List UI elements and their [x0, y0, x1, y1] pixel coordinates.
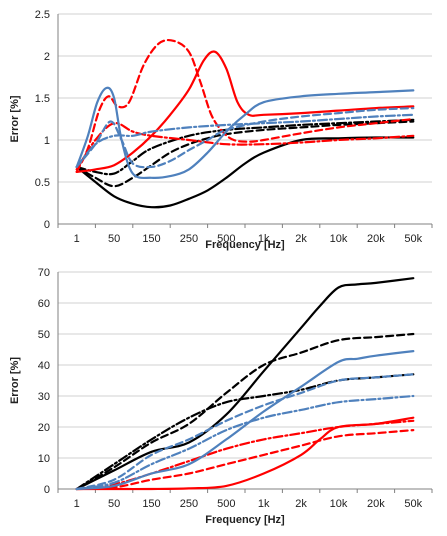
y-axis-title: Error [%]	[9, 357, 21, 404]
series-line-3	[75, 118, 415, 176]
y-tick-label: 70	[38, 268, 50, 279]
x-tick-label: 500	[217, 233, 235, 245]
x-axis-title: Frequency [Hz]	[205, 239, 285, 251]
x-tick-label: 500	[217, 498, 235, 510]
x-tick-label: 20k	[367, 233, 385, 245]
x-tick-label: 2k	[295, 233, 307, 245]
series-line-4	[75, 416, 415, 491]
y-tick-label: 40	[38, 360, 50, 372]
x-tick-label: 50k	[404, 498, 422, 510]
x-tick-label: 50	[108, 498, 120, 510]
y-tick-label: 60	[38, 298, 50, 310]
y-tick-label: 0	[44, 219, 50, 231]
x-tick-label: 250	[180, 233, 198, 245]
x-axis-title: Frequency [Hz]	[205, 514, 285, 526]
series-line-7	[75, 350, 415, 491]
y-tick-label: 1.5	[35, 93, 50, 105]
series-line-8	[75, 373, 415, 491]
series-line-8	[75, 107, 415, 169]
series-line-5	[75, 38, 415, 173]
series-line-9	[75, 394, 415, 491]
y-tick-label: 1	[44, 135, 50, 147]
x-tick-label: 10k	[330, 498, 348, 510]
x-tick-label: 1	[74, 498, 80, 510]
series-line-2	[75, 332, 415, 491]
y-tick-label: 2.5	[35, 9, 50, 21]
y-tick-label: 50	[38, 329, 50, 341]
y-tick-label: 20	[38, 422, 50, 434]
series-line-4	[75, 50, 415, 173]
x-tick-label: 10k	[330, 233, 348, 245]
series-line-9	[75, 113, 415, 168]
y-axis-title: Error [%]	[9, 95, 21, 142]
x-tick-label: 1k	[258, 233, 270, 245]
series-line-1	[75, 277, 415, 491]
chart-top: 00.511.522.51 50 150 250 500 1k 2k 10k 20k 50kFre…	[9, 9, 433, 251]
x-tick-label: 50k	[404, 233, 422, 245]
series-line-1	[75, 136, 415, 209]
x-tick-label: 250	[180, 498, 198, 510]
series-line-5	[75, 429, 415, 491]
y-tick-label: 10	[38, 453, 50, 465]
series-line-7	[75, 86, 415, 180]
x-tick-label: 2k	[295, 498, 307, 510]
x-tick-label: 20k	[367, 498, 385, 510]
x-tick-label: 150	[142, 498, 160, 510]
x-tick-label: 150	[142, 233, 160, 245]
y-tick-label: 2	[44, 51, 50, 63]
x-tick-label: 1	[74, 233, 80, 245]
y-tick-label: 30	[38, 391, 50, 403]
y-tick-label: 0	[44, 484, 50, 496]
y-tick-label: 0.5	[35, 177, 50, 189]
x-tick-label: 50	[108, 233, 120, 245]
x-tick-label: 1k	[258, 498, 270, 510]
